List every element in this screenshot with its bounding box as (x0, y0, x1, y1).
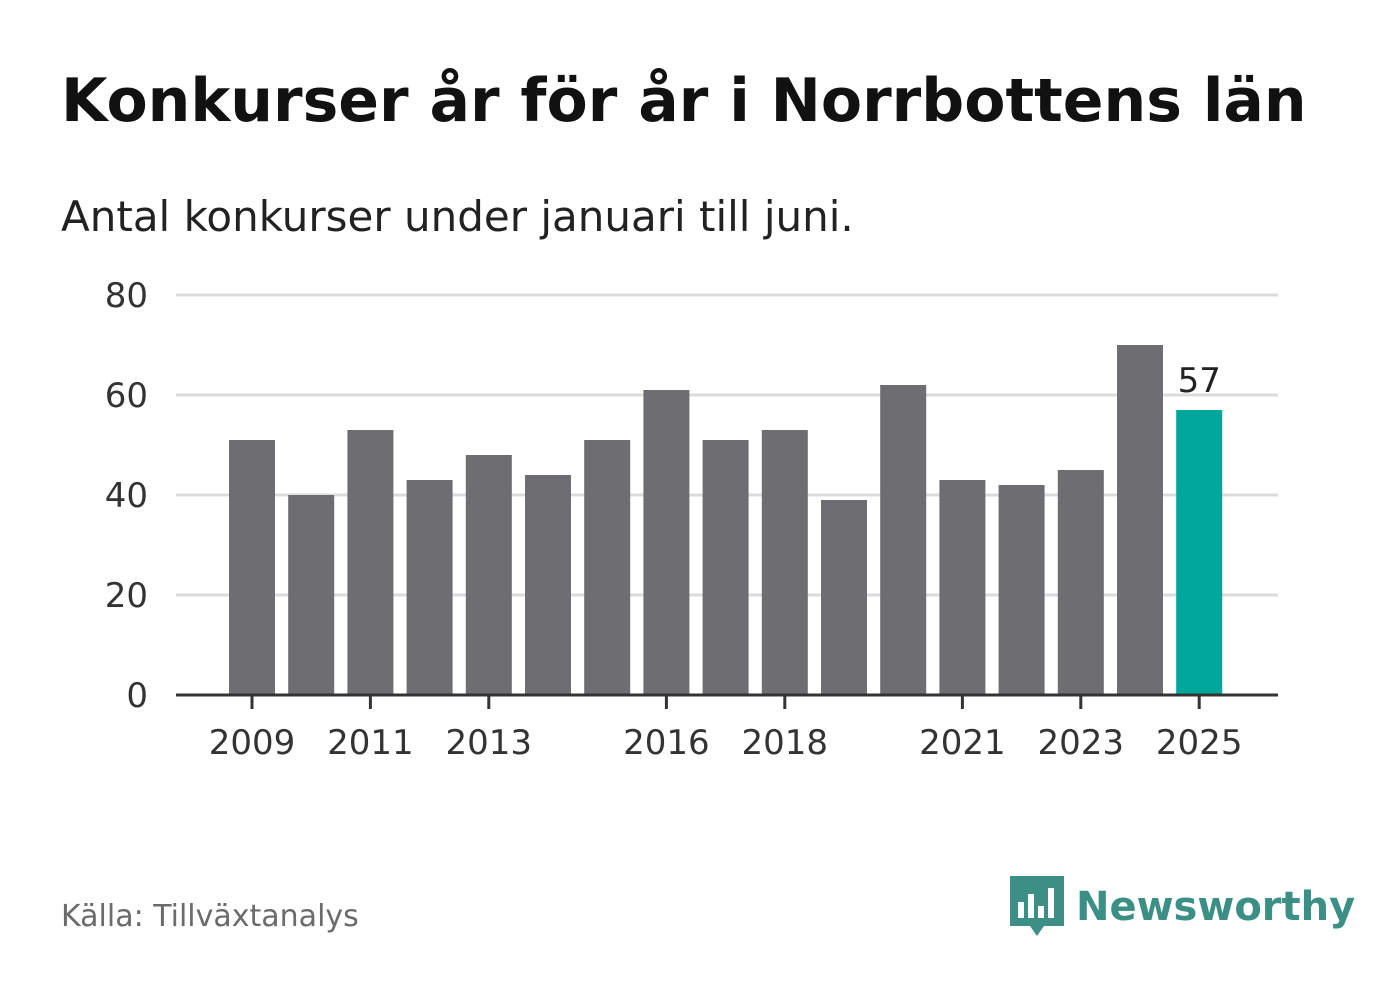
bar-2015 (584, 440, 631, 695)
x-tick-label: 2018 (742, 723, 829, 763)
chart-subtitle: Antal konkurser under januari till juni. (61, 192, 854, 241)
bar-2009 (229, 440, 275, 695)
bar-2019 (821, 500, 867, 695)
bar-2011 (347, 430, 394, 695)
y-tick-label: 20 (105, 576, 148, 616)
chart-title: Konkurser år för år i Norrbottens län (61, 66, 1307, 136)
x-tick-label: 2016 (623, 723, 710, 763)
source-note: Källa: Tillväxtanalys (61, 899, 359, 934)
bar-2013 (465, 455, 512, 695)
labels: 0 20 40 60 80 2009 2011 2013 2016 2018 2021 2023 202… (105, 276, 1243, 763)
brand-name: Newsworthy (1076, 884, 1356, 930)
y-tick-label: 60 (105, 376, 148, 416)
x-tick-label: 2011 (327, 723, 414, 763)
x-axis (176, 693, 1278, 709)
bar-2012 (406, 480, 453, 695)
bar-2020 (880, 385, 927, 695)
y-tick-label: 80 (105, 276, 148, 316)
bar-2010 (288, 495, 335, 695)
y-tick-label: 0 (126, 676, 148, 716)
bar-2021 (939, 480, 986, 695)
bar-2016 (643, 390, 690, 695)
x-tick-label: 2009 (209, 723, 296, 763)
bars (229, 345, 1223, 695)
bar-2017 (702, 440, 749, 695)
bar-chart: 0 20 40 60 80 2009 2011 2013 2016 2018 2021 2023 202… (105, 276, 1278, 763)
bar-2024 (1117, 345, 1163, 695)
x-tick-label: 2025 (1156, 723, 1243, 763)
bar-chart-speech-bubble-icon (1010, 876, 1064, 936)
newsworthy-logo: Newsworthy (1010, 876, 1355, 938)
bar-2023 (1057, 470, 1104, 695)
bar-2022 (998, 485, 1045, 695)
bar-2014 (525, 475, 571, 695)
x-tick-label: 2023 (1038, 723, 1125, 763)
bar-2018 (761, 430, 808, 695)
x-tick-label: 2013 (446, 723, 533, 763)
bar-2025 (1176, 410, 1223, 695)
data-label-2025: 57 (1178, 361, 1221, 401)
x-tick-label: 2021 (919, 723, 1006, 763)
y-tick-label: 40 (105, 476, 148, 516)
